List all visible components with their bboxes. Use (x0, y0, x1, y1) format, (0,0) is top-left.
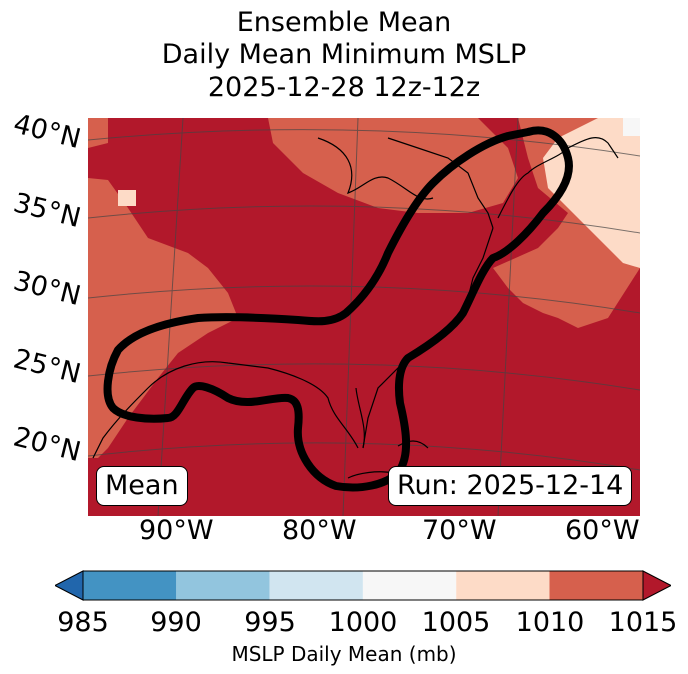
colorbar-extend-high (642, 570, 671, 601)
colorbar-bin-990-995 (176, 571, 270, 600)
colorbar-tick-995: 995 (244, 607, 296, 638)
lon-label-70w: 70°W (422, 515, 497, 546)
pressure-field-patch (118, 190, 136, 206)
coastlines (92, 136, 619, 480)
colorbar-bin-995-1000 (269, 571, 363, 600)
lon-label-80w: 80°W (282, 515, 357, 546)
run-date-box: Run: 2025-12-14 (388, 466, 633, 506)
pressure-field-1010-north (268, 118, 518, 213)
mean-label-box: Mean (96, 466, 188, 506)
colorbar (55, 570, 671, 601)
colorbar-bin-1010-1015 (549, 571, 643, 600)
lon-label-90w: 90°W (139, 515, 214, 546)
lat-label-25: 25°N (10, 343, 84, 391)
colorbar-tick-990: 990 (150, 607, 202, 638)
lat-label-30: 30°N (10, 265, 84, 313)
colorbar-tick-1010: 1010 (515, 607, 585, 638)
colorbar-bin-985-990 (83, 571, 177, 600)
title-line-1: Ensemble Mean (236, 7, 452, 38)
map-panel (88, 118, 640, 516)
colorbar-tick-1000: 1000 (328, 607, 398, 638)
colorbar-bin-1000-1005 (362, 571, 457, 600)
colorbar-tick-985: 985 (57, 607, 109, 638)
colorbar-bin-1005-1010 (456, 571, 550, 600)
lat-label-40: 40°N (10, 108, 84, 156)
pressure-field-1010-west (88, 118, 238, 458)
colorbar-tick-1015: 1015 (608, 607, 678, 638)
colorbar-extend-low (55, 570, 84, 601)
title-line-3: 2025-12-28 12z-12z (207, 72, 481, 103)
colorbar-label: MSLP Daily Mean (mb) (231, 642, 457, 666)
lon-label-60w: 60°W (565, 515, 640, 546)
colorbar-tick-1005: 1005 (421, 607, 491, 638)
lat-label-20: 20°N (10, 421, 84, 469)
lat-label-35: 35°N (10, 187, 84, 235)
mean-contour (103, 126, 573, 492)
pressure-field-1000 (623, 118, 640, 136)
title-line-2: Daily Mean Minimum MSLP (161, 39, 527, 70)
